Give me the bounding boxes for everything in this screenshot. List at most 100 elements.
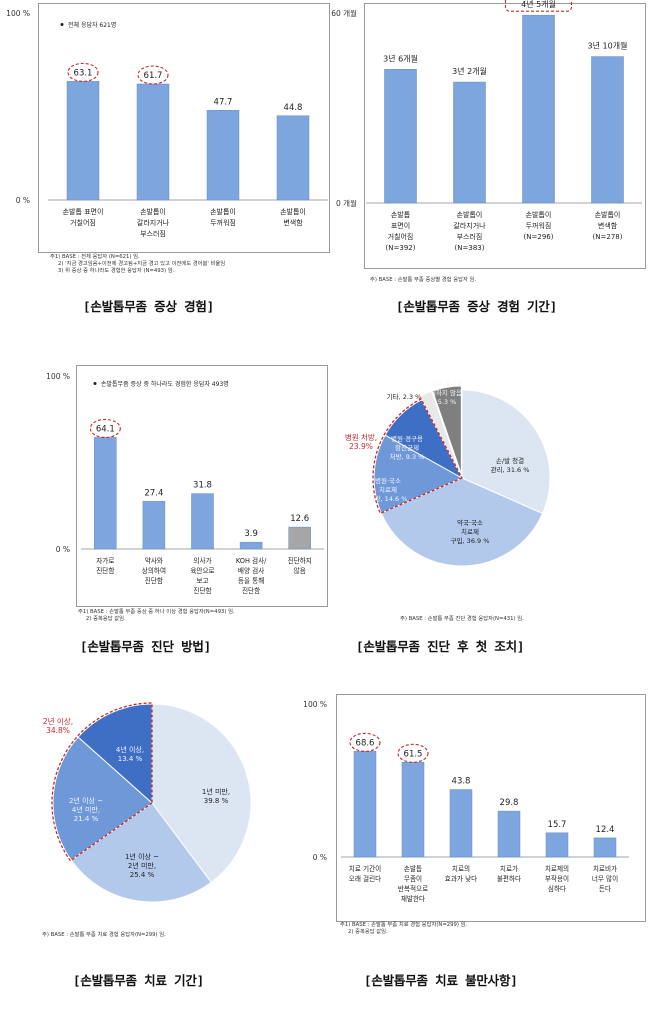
chart-panel-treatment-duration: 1년 미만, 39.8 % 1년 이상 ~2년 미만, 25.4 % 2년 이상 ~4년… — [0, 690, 310, 1026]
chart-caption: [손발톱무좀 증상 경험] — [83, 299, 215, 314]
x-tick-label: 자가로 진단함 — [96, 556, 114, 575]
chart-panel-treatment-complaints: 100 % 0 % 68.6 치료 기간이 오래 걸린다 61.5 손발톱 무좀이 반복적으로 재… — [303, 690, 649, 1026]
bar — [288, 526, 311, 550]
chart-frame — [76, 365, 328, 607]
bar — [591, 56, 624, 204]
chart-footnote: 주) BASE : 손발톱 무좀 치료 경험 응답자(N=299) 임. — [42, 932, 166, 938]
pie-slice — [77, 703, 153, 805]
x-tick-label: 손발톱이 변색함 (N=278) — [593, 210, 623, 241]
legend-label: 전체 응답자 621명 — [68, 21, 116, 29]
group-label: 병원 처방, 23.9% — [345, 432, 377, 451]
bar — [276, 115, 310, 201]
x-tick-label: 손발톱이 두꺼워짐 — [210, 207, 236, 227]
data-label: 27.4 — [144, 488, 163, 498]
chart-caption: [손발톱무좀 진단 방법] — [80, 639, 212, 654]
group-highlight-outline — [372, 398, 463, 515]
bar — [136, 83, 170, 201]
data-label: 3년 2개월 — [452, 66, 487, 76]
slice-label: 손/발 청결 관리, 31.6 % — [491, 456, 530, 474]
bar — [453, 81, 486, 204]
chart-caption: [손발톱무좀 증상 경험 기간] — [396, 299, 557, 314]
data-label: 3년 10개월 — [588, 41, 628, 51]
x-tick-label: 손발톱이 두꺼워짐 (N=296) — [524, 210, 554, 241]
data-label: 61.5 — [404, 749, 423, 759]
bar — [449, 789, 473, 858]
x-tick-label: 의사가 육안으로 보고 진단함 — [190, 556, 214, 595]
x-tick-label: 치료 기간이 오래 걸린다 — [349, 864, 381, 883]
slice-label: 기타, 2.3 % — [387, 392, 422, 401]
chart-caption: [손발톱무좀 진단 후 첫 조치] — [356, 639, 525, 654]
bar — [545, 832, 569, 858]
bar — [384, 69, 417, 204]
chart-frame — [336, 694, 646, 922]
data-label: 68.6 — [356, 738, 375, 748]
y-tick-label: 100 % — [6, 9, 30, 18]
highlight-marker — [504, 0, 573, 12]
data-label: 12.6 — [290, 514, 309, 524]
slice-label: 아무 조치도 취하지 않음, 5.3 % — [430, 379, 464, 406]
chart-first-action: 손/발 청결 관리, 31.6 % 약국·국소 치료제 구입, 36.9 % 병원·국소 치… — [345, 379, 551, 567]
pie-slice — [52, 736, 153, 861]
y-tick-label: 0 개월 — [336, 198, 357, 208]
bar — [353, 751, 377, 858]
bar — [522, 14, 555, 204]
x-tick-label: 약사와 상의하여 진단함 — [142, 556, 166, 585]
bar — [593, 837, 617, 858]
data-label: 12.4 — [596, 825, 615, 835]
chart-footnote: 주1) BASE : 손발톱 무좀 증상 중 하나 이상 경험 응답자(N=49… — [78, 609, 235, 622]
bar — [66, 81, 100, 201]
bar — [239, 541, 263, 550]
highlight-marker — [349, 732, 381, 752]
data-label: 29.8 — [500, 798, 519, 808]
slice-label: 1년 미만, 39.8 % — [202, 787, 230, 805]
legend-marker — [93, 382, 97, 385]
bar — [206, 110, 240, 201]
chart-caption: [손발톱무좀 치료 기간] — [73, 973, 205, 988]
x-tick-label: 치료비가 너무 많이 든다 — [592, 864, 618, 893]
x-tick-label: KOH 검사/배양 검사 등을 통해 진단함 — [236, 556, 267, 595]
slice-label: 약국·국소 치료제 구입, 36.9 % — [451, 518, 490, 545]
x-tick-label: 치료의 효과가 낮다 — [445, 864, 477, 883]
pie-slice — [419, 390, 461, 475]
slice-label: 1년 이상 ~2년 미만, 25.4 % — [125, 852, 159, 879]
chart-panel-symptom-experience: 100 % 0 % 전체 응답자 621명 63.1 손발톱 표면이 거칠어짐 61.7 손발… — [0, 0, 330, 320]
slice-label: 병원·경구용 항진균제 처방, 9.3 % — [390, 434, 425, 461]
highlight-marker — [397, 743, 429, 763]
data-label: 43.8 — [452, 777, 471, 787]
x-tick-label: 손발톱 표면이 거칠어짐 — [63, 207, 104, 227]
chart-symptom-experience: 100 % 0 % 전체 응답자 621명 63.1 손발톱 표면이 거칠어짐 61.7 손발… — [6, 9, 328, 238]
x-tick-label: 진단하지 않음 — [288, 556, 312, 575]
chart-diagnosis-method: 100 % 0 % 손발톱무좀 증상 중 하나라도 경험한 응답자 493명 64.1… — [46, 372, 324, 595]
pie-slice — [431, 385, 462, 475]
pie-slice — [461, 389, 551, 515]
chart-footnote: 주) BASE : 손발톱 무좀 증상별 경험 응답자 임. — [370, 277, 477, 283]
slice-label: 2년 이상 ~4년 미만, 21.4 % — [69, 796, 103, 823]
data-label: 63.1 — [74, 68, 93, 78]
data-label: 3.9 — [244, 529, 258, 539]
bar — [191, 493, 214, 550]
data-label: 31.8 — [193, 481, 212, 491]
pie-slice — [151, 703, 252, 884]
x-tick-label: 손발톱 표면이 거칠어짐 (N=392) — [386, 210, 416, 252]
y-tick-label: 0 % — [56, 545, 70, 554]
data-label: 47.7 — [214, 97, 233, 107]
y-tick-label: 60 개월 — [331, 8, 357, 18]
group-highlight-outline — [51, 702, 153, 862]
x-tick-label: 손발톱이 변색함 — [280, 207, 306, 227]
data-label: 61.7 — [144, 71, 163, 81]
y-tick-label: 100 % — [303, 700, 327, 709]
chart-caption: [손발톱무좀 치료 불만사항] — [364, 973, 518, 988]
x-tick-label: 손발톱이 갈라지거나 부스러짐 (N=383) — [453, 210, 486, 252]
chart-panel-symptom-duration: 60 개월 0 개월 3년 6개월 손발톱 표면이 거칠어짐 (N=392) 3년 2개월 손발… — [330, 0, 649, 320]
slice-label: 4년 이상, 13.4 % — [116, 745, 144, 763]
data-label: 15.7 — [548, 820, 567, 830]
legend-label: 손발톱무좀 증상 중 하나라도 경험한 응답자 493명 — [101, 380, 229, 388]
chart-treatment-duration: 1년 미만, 39.8 % 1년 이상 ~2년 미만, 25.4 % 2년 이상 ~4년… — [43, 702, 252, 903]
pie-slice — [380, 477, 544, 567]
data-label: 4년 5개월 — [521, 0, 556, 9]
y-tick-label: 0 % — [16, 196, 30, 205]
bar — [94, 437, 117, 550]
x-tick-label: 손발톱이 갈라지거나 부스러짐 — [137, 207, 170, 238]
highlight-marker — [137, 65, 169, 85]
y-tick-label: 100 % — [46, 372, 70, 381]
